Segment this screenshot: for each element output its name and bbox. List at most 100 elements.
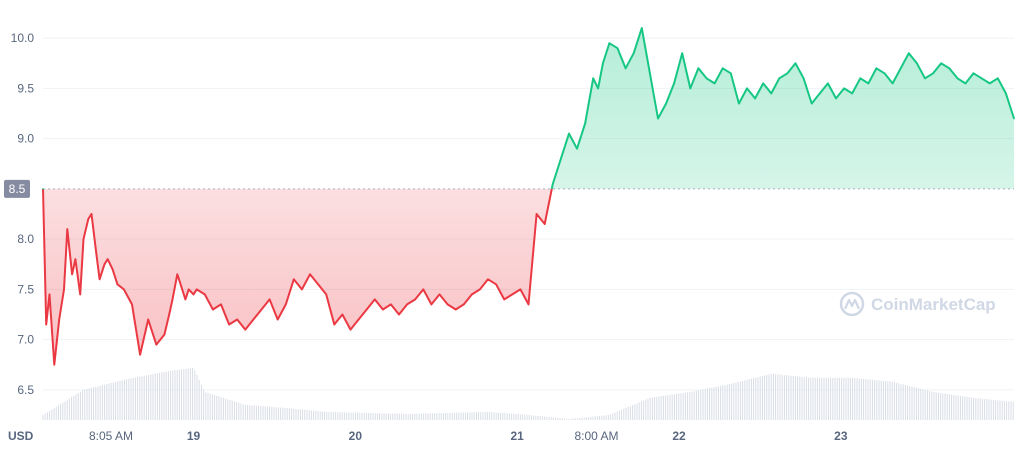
price-point	[430, 303, 433, 306]
price-point	[802, 77, 805, 80]
price-point	[794, 62, 797, 65]
price-point	[147, 318, 149, 321]
price-point	[738, 102, 740, 105]
watermark-label: CoinMarketCap	[871, 295, 996, 314]
price-point	[940, 62, 942, 65]
price-point	[597, 87, 599, 90]
price-point	[576, 147, 578, 150]
price-point	[1013, 117, 1015, 120]
price-point	[964, 82, 967, 85]
price-point	[778, 77, 781, 80]
price-point	[66, 228, 69, 230]
price-point	[705, 77, 708, 80]
x-tick-label: 20	[349, 429, 363, 443]
price-point	[511, 293, 514, 296]
x-tick-label: 8:00 AM	[574, 429, 618, 443]
price-point	[988, 82, 991, 85]
price-point	[786, 72, 789, 75]
area-above-reference	[551, 28, 1014, 189]
price-point	[184, 298, 187, 301]
x-tick-label: 8:05 AM	[89, 429, 133, 443]
price-area-fill	[43, 28, 1014, 365]
price-point	[867, 82, 870, 85]
price-point	[87, 218, 90, 220]
price-point	[446, 303, 449, 306]
price-point	[42, 188, 44, 190]
price-point	[48, 293, 51, 296]
price-point	[827, 82, 829, 85]
y-tick-label: 8.0	[17, 232, 34, 246]
price-point	[495, 283, 497, 286]
price-point	[244, 328, 247, 331]
price-point	[616, 47, 619, 49]
price-point	[924, 77, 926, 80]
price-points	[42, 27, 1015, 366]
price-point	[90, 213, 93, 215]
y-tick-label: 7.0	[17, 333, 34, 347]
price-point	[543, 223, 546, 225]
price-point	[835, 97, 837, 100]
price-point	[681, 52, 684, 55]
price-point	[228, 323, 230, 326]
price-point	[171, 298, 174, 301]
x-tick-label: 21	[510, 429, 524, 443]
price-point	[365, 308, 368, 311]
price-point	[673, 82, 675, 85]
price-point	[819, 92, 821, 95]
price-point	[268, 298, 271, 301]
price-point	[63, 288, 65, 291]
price-point	[95, 253, 98, 255]
price-point	[260, 308, 263, 311]
y-tick-label: 9.5	[17, 81, 34, 95]
price-point	[98, 278, 101, 281]
reference-tag-box	[4, 179, 30, 198]
price-point	[82, 238, 85, 240]
price-point	[851, 92, 853, 95]
price-point	[535, 213, 538, 215]
area-below-reference	[43, 188, 1014, 365]
price-point	[632, 52, 635, 55]
price-point	[176, 273, 179, 276]
price-point	[422, 288, 425, 291]
reference-tag: 8.5	[4, 179, 30, 198]
price-point	[916, 62, 918, 65]
price-point	[624, 67, 627, 70]
price-point	[333, 323, 336, 326]
price-point	[168, 313, 171, 316]
price-point	[713, 82, 716, 85]
price-point	[997, 77, 999, 80]
price-point	[414, 298, 417, 301]
price-point	[519, 288, 522, 291]
x-tick-label: 23	[834, 429, 848, 443]
price-point	[608, 42, 611, 44]
price-point	[560, 157, 562, 160]
price-point	[349, 328, 352, 331]
price-point	[373, 298, 376, 301]
price-point	[131, 303, 133, 306]
price-point	[602, 62, 604, 65]
price-point	[908, 52, 910, 55]
price-point	[195, 288, 198, 291]
price-point	[746, 87, 748, 90]
price-point	[948, 67, 951, 70]
price-point	[649, 72, 651, 75]
price-point	[252, 318, 255, 321]
price-point	[883, 72, 886, 75]
y-tick-label: 7.5	[17, 282, 34, 296]
price-point	[972, 72, 975, 75]
price-point	[74, 258, 77, 261]
price-point	[454, 308, 457, 311]
price-point	[527, 303, 530, 306]
price-point	[689, 87, 692, 90]
price-point	[163, 333, 166, 336]
price-point	[640, 27, 643, 29]
price-point	[45, 323, 48, 326]
price-point	[899, 67, 902, 70]
price-point	[1005, 92, 1007, 95]
price-point	[204, 293, 206, 296]
price-point	[406, 303, 408, 306]
price-point	[116, 283, 119, 286]
price-point	[398, 313, 400, 316]
price-point	[220, 303, 222, 306]
watermark: CoinMarketCap	[839, 291, 996, 317]
